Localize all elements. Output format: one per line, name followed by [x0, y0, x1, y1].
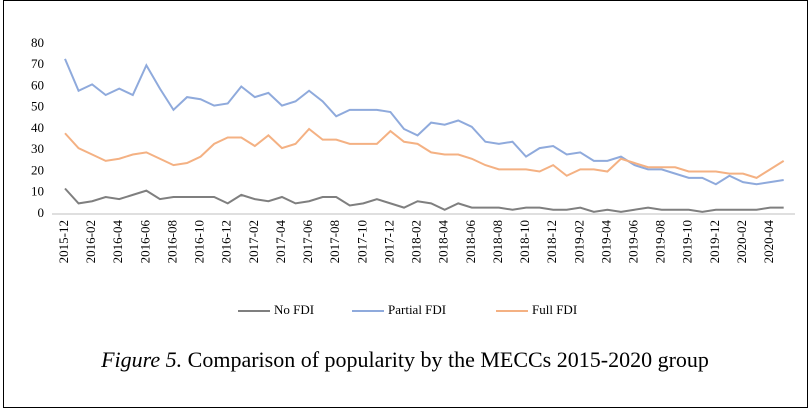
x-tick-label: 2018-12 [544, 220, 559, 263]
x-tick-label: 2020-02 [734, 220, 749, 263]
legend-label: Partial FDI [388, 302, 446, 317]
y-tick-label: 40 [31, 120, 44, 135]
y-tick-label: 0 [38, 205, 45, 220]
x-tick-label: 2019-10 [680, 220, 695, 263]
x-tick-label: 2016-12 [219, 220, 234, 263]
y-tick-label: 10 [31, 184, 44, 199]
y-tick-label: 20 [31, 162, 44, 177]
x-tick-label: 2017-12 [381, 220, 396, 263]
x-tick-label: 2018-10 [517, 220, 532, 263]
x-tick-label: 2015-12 [56, 220, 71, 263]
x-tick-label: 2017-10 [354, 220, 369, 263]
x-tick-label: 2016-08 [164, 220, 179, 263]
x-tick-label: 2017-08 [327, 220, 342, 263]
x-tick-label: 2018-06 [463, 220, 478, 264]
x-tick-label: 2019-02 [571, 220, 586, 263]
x-tick-label: 2016-10 [192, 220, 207, 263]
line-series [64, 187, 784, 213]
x-tick-label: 2018-04 [436, 220, 451, 264]
x-tick-label: 2018-02 [409, 220, 424, 263]
y-tick-label: 80 [31, 35, 44, 50]
caption: Figure 5. Comparison of popularity by th… [100, 347, 709, 372]
y-tick-label: 70 [31, 56, 44, 71]
x-tick-label: 2016-06 [137, 220, 152, 264]
x-tick-label: 2020-04 [761, 220, 776, 264]
x-tick-label: 2018-08 [490, 220, 505, 263]
caption-text: Comparison of popularity by the MECCs 20… [188, 347, 709, 372]
y-tick-label: 50 [31, 99, 44, 114]
y-tick-label: 60 [31, 77, 44, 92]
frame [3, 0, 808, 408]
x-tick-label: 2019-12 [707, 220, 722, 263]
legend-label: Full FDI [532, 302, 577, 317]
line-series [64, 127, 785, 179]
line-series [64, 58, 784, 186]
caption-label: Figure 5. [100, 347, 182, 372]
legend-label: No FDI [274, 302, 314, 317]
y-tick-label: 30 [31, 141, 44, 156]
x-tick-label: 2019-04 [598, 220, 613, 264]
x-tick-label: 2017-06 [300, 220, 315, 264]
x-tick-label: 2017-02 [246, 220, 261, 263]
x-tick-label: 2016-02 [83, 220, 98, 263]
x-tick-label: 2016-04 [110, 220, 125, 264]
x-tick-label: 2017-04 [273, 220, 288, 264]
x-tick-label: 2019-08 [653, 220, 668, 263]
x-tick-label: 2019-06 [626, 220, 641, 264]
